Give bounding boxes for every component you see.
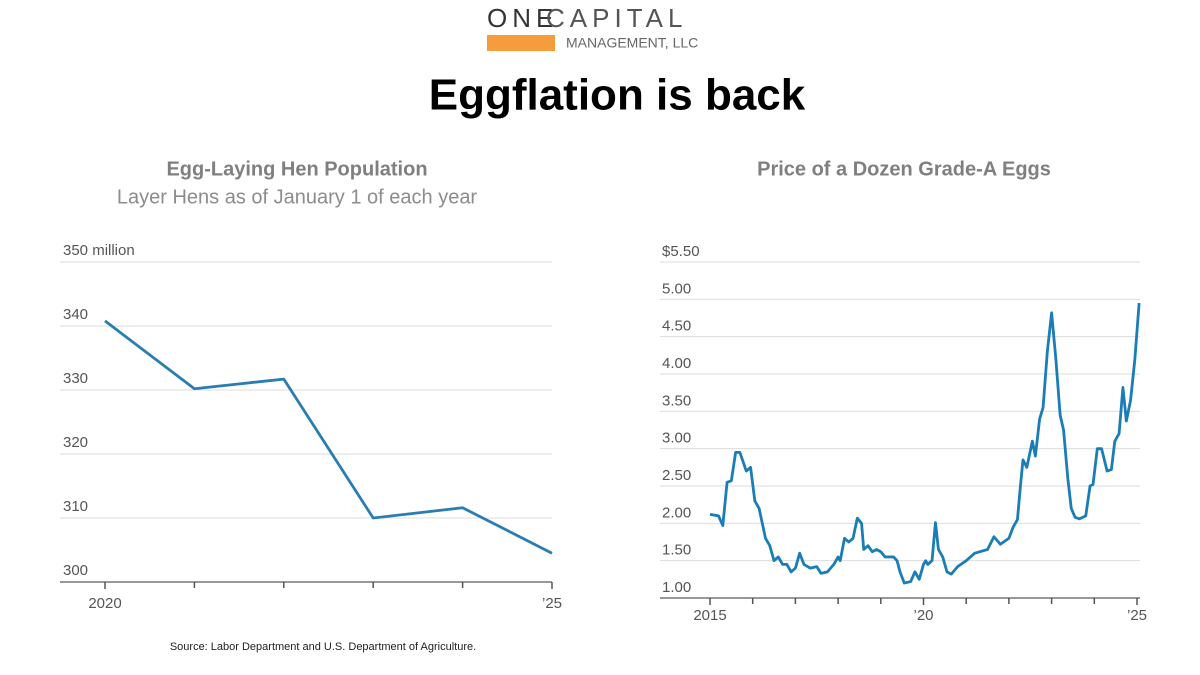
y-tick-label: 3.00 bbox=[662, 430, 691, 447]
y-tick-label: 3.50 bbox=[662, 392, 691, 409]
y-tick-label: 320 bbox=[63, 434, 88, 451]
page-title: Eggflation is back bbox=[429, 71, 806, 120]
data-line bbox=[104, 319, 553, 555]
y-tick-label: 5.00 bbox=[662, 280, 691, 297]
chart-subtitle: Layer Hens as of January 1 of each year bbox=[117, 186, 478, 208]
y-tick-label: 340 bbox=[63, 306, 88, 323]
data-line bbox=[709, 302, 1141, 585]
logo-one: ONE bbox=[487, 3, 558, 33]
y-tick-label: 2.50 bbox=[662, 467, 691, 484]
x-tick-label: ’25 bbox=[542, 595, 562, 612]
y-tick-label: 4.00 bbox=[662, 355, 691, 372]
y-tick-label: 300 bbox=[63, 562, 88, 579]
logo-bar bbox=[487, 35, 555, 51]
y-tick-label: 1.50 bbox=[662, 542, 691, 559]
y-tick-label: 1.00 bbox=[662, 579, 691, 596]
x-tick-label: 2015 bbox=[693, 607, 726, 624]
x-tick-label: 2020 bbox=[88, 595, 121, 612]
logo-sub: MANAGEMENT, LLC bbox=[566, 35, 698, 51]
y-tick-label: 350 million bbox=[63, 242, 135, 259]
chart-title: Egg-Laying Hen Population bbox=[166, 158, 427, 180]
source-note: Source: Labor Department and U.S. Depart… bbox=[170, 641, 476, 653]
logo-capital: CAPITAL bbox=[546, 3, 687, 33]
y-tick-label: 4.50 bbox=[662, 318, 691, 335]
y-tick-label: $5.50 bbox=[662, 243, 700, 260]
x-tick-label: ’20 bbox=[913, 607, 933, 624]
y-tick-label: 2.00 bbox=[662, 504, 691, 521]
chart-title: Price of a Dozen Grade-A Eggs bbox=[757, 158, 1051, 180]
y-tick-label: 330 bbox=[63, 370, 88, 387]
x-tick-label: ’25 bbox=[1127, 607, 1147, 624]
y-tick-label: 310 bbox=[63, 498, 88, 515]
